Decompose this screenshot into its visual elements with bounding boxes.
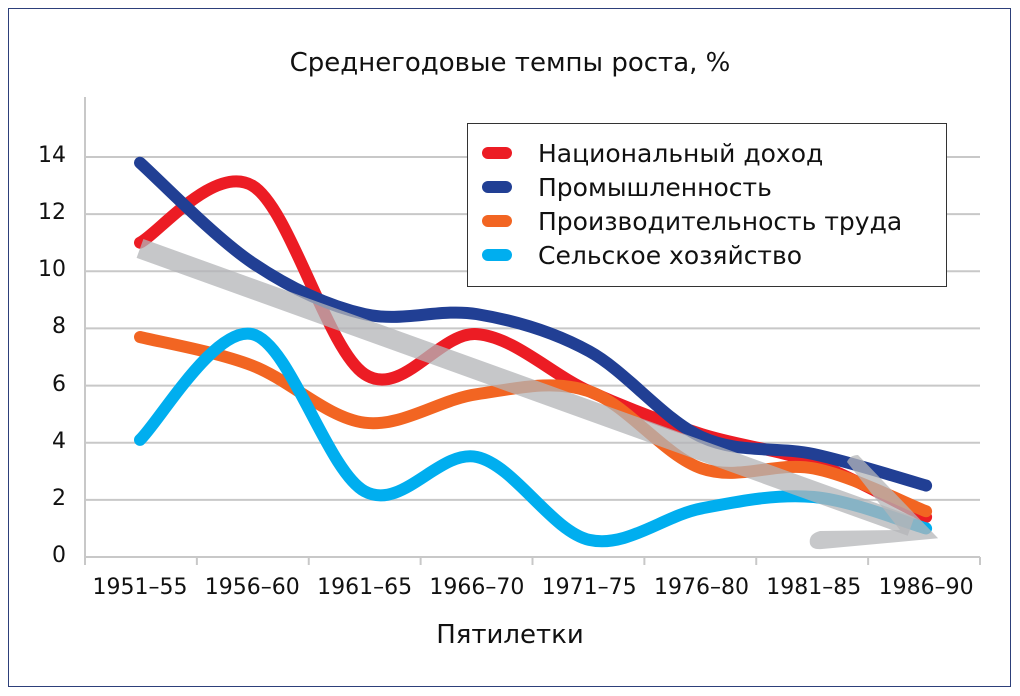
legend-item: Производительность труда: [468, 204, 946, 238]
y-tick-label: 8: [52, 314, 66, 340]
y-tick-label: 10: [38, 257, 66, 283]
y-tick-label: 0: [52, 543, 66, 568]
y-tick-label: 14: [38, 143, 66, 168]
x-tick-label: 1951–55: [92, 575, 188, 600]
legend-item: Промышленность: [468, 170, 946, 204]
x-axis-label: Пятилетки: [436, 620, 584, 650]
y-tick-label: 2: [52, 485, 66, 511]
x-tick-label: 1976–80: [654, 575, 749, 600]
legend-swatch: [482, 215, 512, 227]
chart-title: Среднегодовые темпы роста, %: [289, 48, 731, 78]
y-tick-label: 6: [52, 371, 66, 397]
series-line-1: [134, 156, 933, 492]
legend-label: Производительность труда: [538, 206, 903, 236]
y-tick-label: 4: [52, 428, 66, 454]
legend-item: Сельское хозяйство: [468, 238, 946, 272]
y-tick-label: 12: [38, 200, 66, 226]
x-tick-label: 1961–65: [317, 575, 413, 600]
x-tick-label: 1981–85: [766, 575, 862, 600]
series-line-3: [134, 327, 933, 548]
x-tick-label: 1971–75: [541, 575, 637, 600]
x-tick-label: 1986–90: [878, 575, 974, 600]
trend-arrow-head: [809, 455, 939, 550]
legend-swatch: [482, 249, 512, 261]
chart-frame: [8, 8, 1011, 687]
x-tick-label: 1966–70: [429, 575, 525, 600]
x-tick-label: 1956–60: [204, 575, 300, 600]
trend-arrow-shaft: [136, 239, 915, 536]
legend-item: Национальный доход: [468, 136, 946, 170]
legend-label: Сельское хозяйство: [538, 240, 803, 270]
legend-swatch: [482, 147, 512, 159]
legend-label: Промышленность: [538, 172, 772, 202]
legend-swatch: [482, 181, 512, 193]
legend: Национальный доход Промышленность Произв…: [467, 123, 947, 287]
legend-label: Национальный доход: [538, 138, 824, 168]
